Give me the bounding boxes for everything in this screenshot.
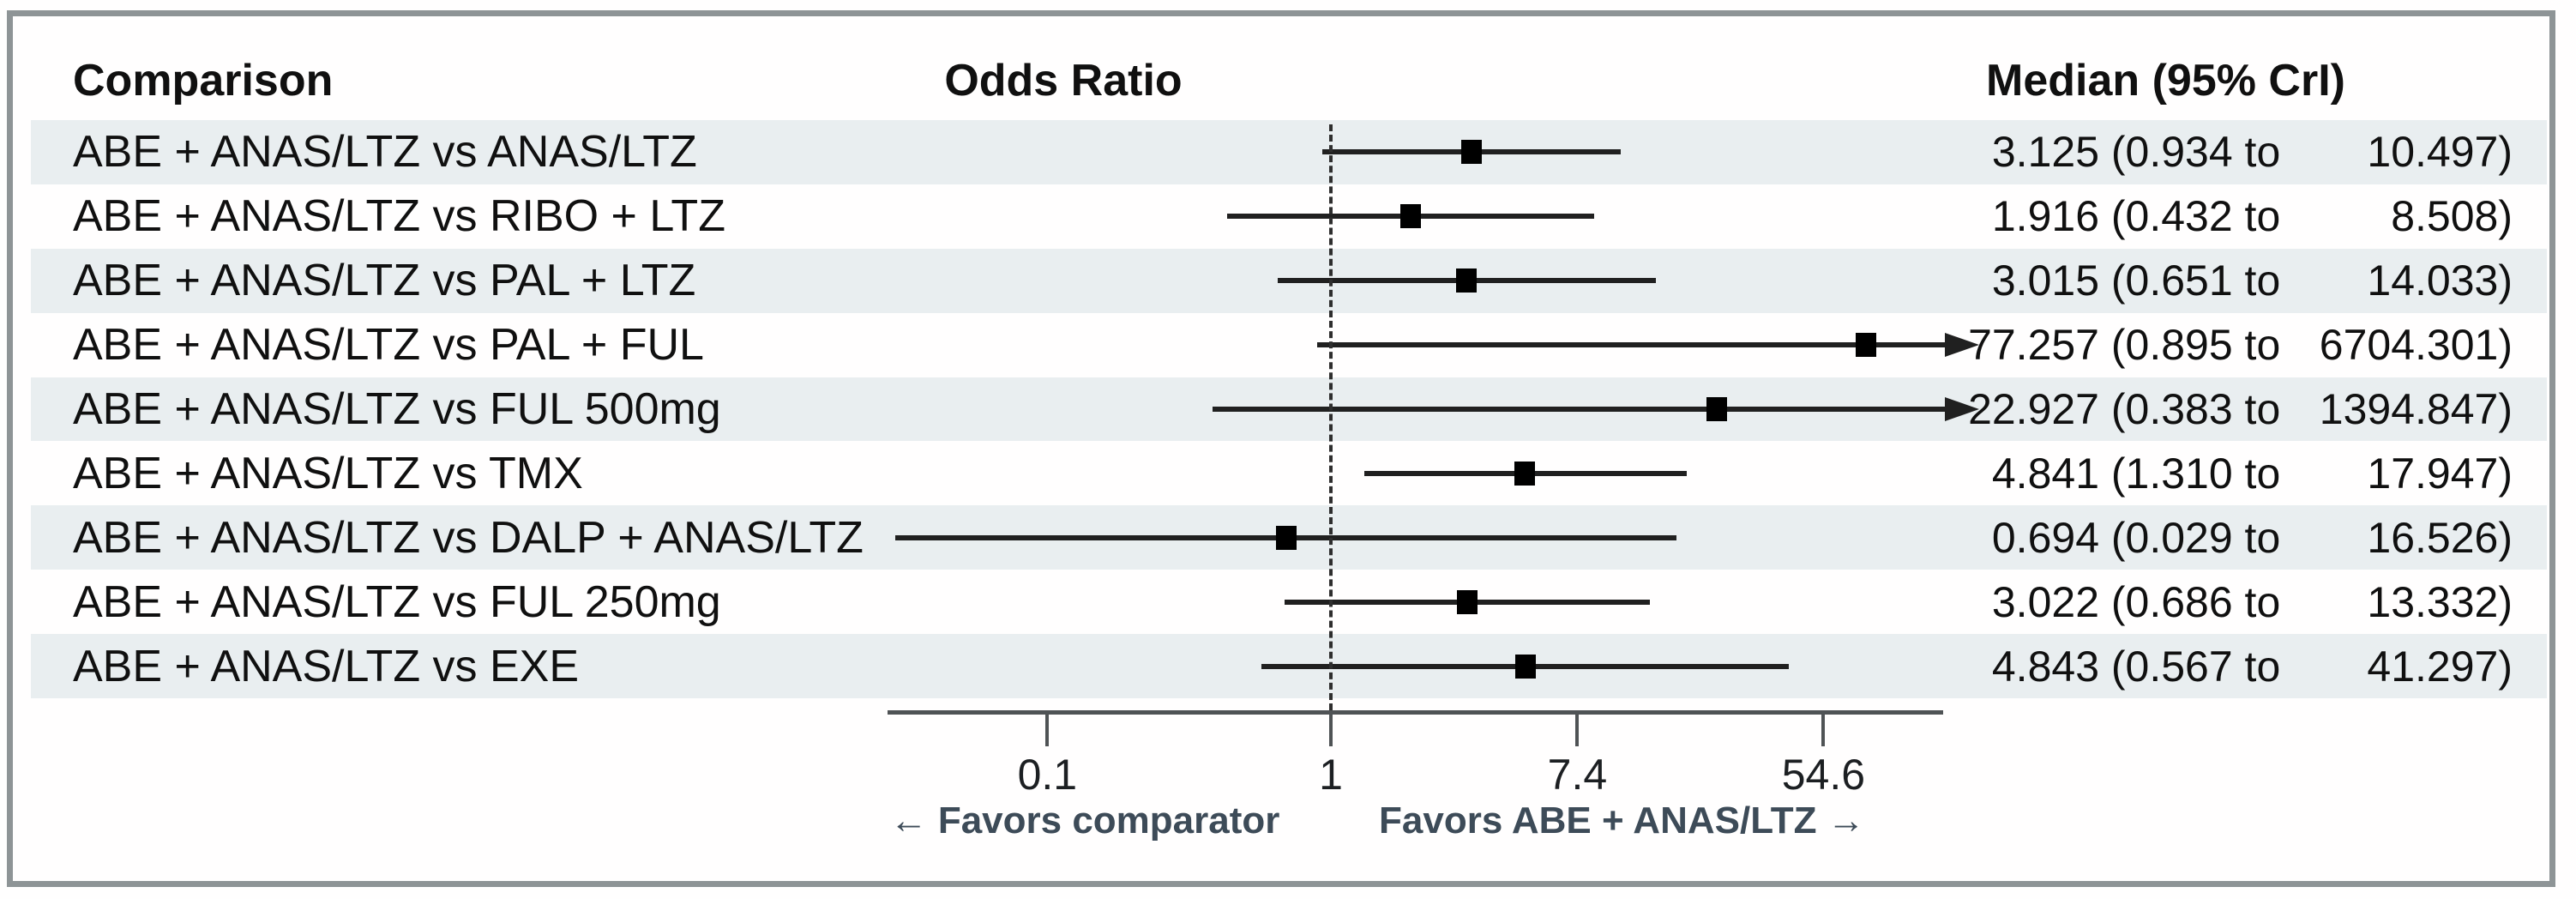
axis-tick-label: 0.1 [1017, 751, 1078, 799]
row-label: ABE + ANAS/LTZ vs TMX [73, 448, 583, 498]
ci-lower-label: (1.310 to [2099, 449, 2281, 498]
ci-marker [1706, 397, 1727, 422]
median-value: 3.015 [1991, 256, 2099, 305]
ci-upper-label: 16.526 [2367, 513, 2499, 562]
median-value: 22.927 [1968, 385, 2099, 434]
ci-lower-label: (0.432 to [2099, 192, 2281, 241]
arrow-right-icon [1945, 397, 1979, 422]
ci-upper-label: 8.508 [2391, 192, 2499, 241]
arrow-right-icon [1945, 333, 1979, 358]
ci-marker [1460, 140, 1482, 165]
header-odds-ratio: Odds Ratio [944, 56, 1183, 106]
header-comparison: Comparison [73, 56, 334, 106]
ci-marker [1400, 204, 1422, 229]
favors-comparator-label: ← Favors comparator [889, 799, 1280, 842]
axis-tick [1329, 710, 1333, 746]
median-value: 3.022 [1991, 577, 2099, 626]
close-paren: ) [2498, 513, 2513, 562]
close-paren: ) [2498, 577, 2513, 626]
ci-lower-label: (0.029 to [2099, 513, 2281, 562]
close-paren: ) [2498, 385, 2513, 434]
row-label: ABE + ANAS/LTZ vs FUL 500mg [73, 384, 721, 435]
median-cell: 4.841 (1.310 to 17.947) [1955, 442, 2513, 506]
reference-line [1329, 124, 1333, 710]
median-cell: 77.257 (0.895 to 6704.301) [1955, 313, 2513, 377]
ci-upper-label: 41.297 [2367, 642, 2499, 691]
ci-marker [1856, 333, 1877, 358]
ci-lower-label: (0.383 to [2099, 385, 2281, 434]
ci-marker [1275, 525, 1297, 550]
header-median-ci: Median (95% CrI) [1986, 56, 2345, 106]
row-band [31, 120, 2547, 184]
axis-tick [1821, 710, 1826, 746]
ci-marker [1456, 268, 1478, 293]
row-label: ABE + ANAS/LTZ vs PAL + LTZ [73, 256, 696, 306]
ci-upper-label: 17.947 [2367, 449, 2499, 498]
median-cell: 1.916 (0.432 to 8.508) [1955, 184, 2513, 249]
median-value: 4.843 [1991, 642, 2099, 691]
ci-upper-label: 13.332 [2367, 577, 2499, 626]
median-cell: 3.022 (0.686 to 13.332) [1955, 570, 2513, 634]
close-paren: ) [2498, 642, 2513, 691]
ci-lower-label: (0.686 to [2099, 577, 2281, 626]
row-label: ABE + ANAS/LTZ vs PAL + FUL [73, 320, 704, 371]
median-cell: 22.927 (0.383 to 1394.847) [1955, 377, 2513, 442]
axis-tick-label: 1 [1319, 751, 1343, 799]
row-label: ABE + ANAS/LTZ vs DALP + ANAS/LTZ [73, 512, 864, 563]
close-paren: ) [2498, 449, 2513, 498]
ci-lower-label: (0.567 to [2099, 642, 2281, 691]
close-paren: ) [2498, 128, 2513, 177]
ci-marker [1514, 654, 1536, 679]
ci-lower-label: (0.651 to [2099, 256, 2281, 305]
ci-upper-label: 6704.301 [2319, 321, 2499, 370]
axis-tick [1045, 710, 1050, 746]
ci-lower-label: (0.895 to [2099, 321, 2281, 370]
ci-lower-label: (0.934 to [2099, 128, 2281, 177]
close-paren: ) [2498, 256, 2513, 305]
median-value: 3.125 [1991, 128, 2099, 177]
median-value: 1.916 [1991, 192, 2099, 241]
favors-treatment-label: Favors ABE + ANAS/LTZ → [1379, 799, 1865, 842]
ci-upper-label: 10.497 [2367, 128, 2499, 177]
median-cell: 0.694 (0.029 to 16.526) [1955, 505, 2513, 570]
ci-upper-label: 14.033 [2367, 256, 2499, 305]
ci-line [1213, 407, 1945, 413]
axis-tick [1575, 710, 1580, 746]
row-label: ABE + ANAS/LTZ vs FUL 250mg [73, 576, 721, 627]
axis-line [888, 710, 1943, 715]
median-value: 77.257 [1968, 321, 2099, 370]
axis-tick-label: 54.6 [1781, 751, 1866, 799]
axis-tick-label: 7.4 [1547, 751, 1608, 799]
row-label: ABE + ANAS/LTZ vs RIBO + LTZ [73, 191, 725, 242]
ci-line [1317, 342, 1945, 348]
median-cell: 3.015 (0.651 to 14.033) [1955, 249, 2513, 313]
ci-upper-label: 1394.847 [2319, 385, 2499, 434]
close-paren: ) [2498, 321, 2513, 370]
ci-marker [1514, 461, 1536, 486]
median-value: 4.841 [1991, 449, 2099, 498]
median-value: 0.694 [1991, 513, 2099, 562]
close-paren: ) [2498, 192, 2513, 241]
ci-marker [1456, 589, 1478, 614]
median-cell: 4.843 (0.567 to 41.297) [1955, 634, 2513, 698]
median-cell: 3.125 (0.934 to 10.497) [1955, 120, 2513, 184]
row-label: ABE + ANAS/LTZ vs EXE [73, 641, 580, 691]
figure-frame [7, 10, 2555, 887]
row-label: ABE + ANAS/LTZ vs ANAS/LTZ [73, 127, 697, 178]
